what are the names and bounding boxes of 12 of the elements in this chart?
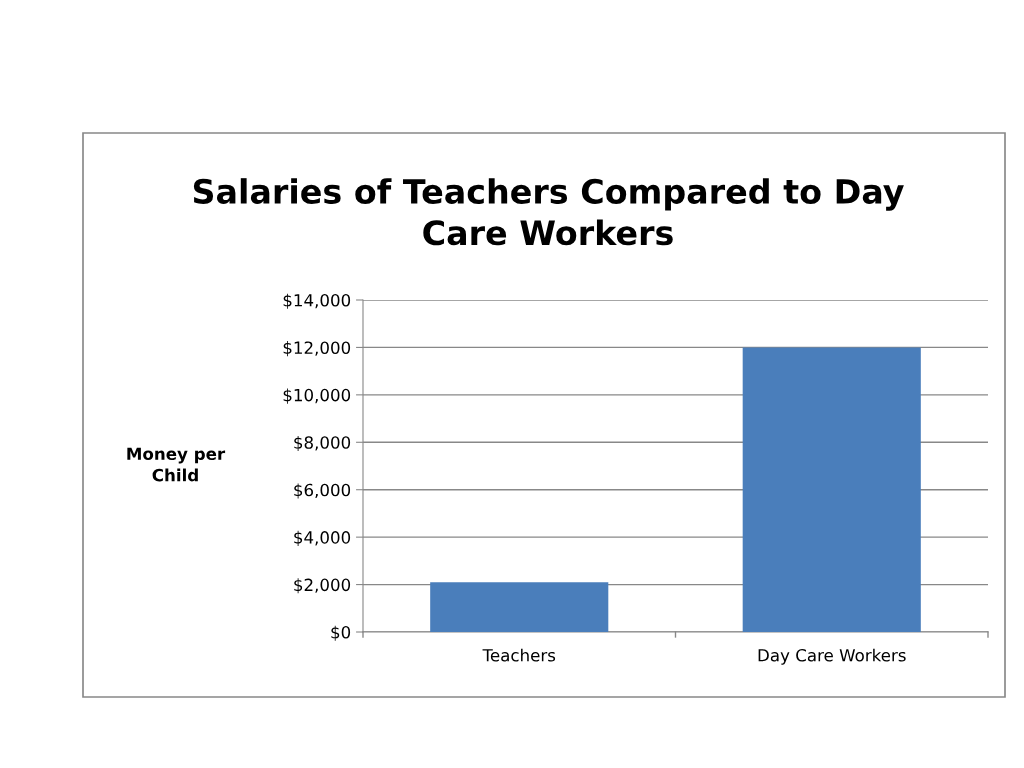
y-tick-label: $8,000 — [294, 435, 351, 452]
y-tick-label: $10,000 — [283, 388, 351, 404]
y-axis-title: Money per Child — [127, 447, 226, 482]
x-tick-label: Teachers — [482, 648, 556, 662]
y-tick-label: $14,000 — [283, 293, 351, 309]
y-tick-label: $12,000 — [283, 341, 351, 357]
x-tick-label: Day Care Workers — [758, 648, 906, 665]
y-tick-label: $6,000 — [294, 483, 351, 499]
y-tick-label: $2,000 — [294, 578, 351, 594]
chart-title: Salaries of Teachers Compared to Day Care Workers — [193, 178, 904, 246]
y-tick-label: $4,000 — [294, 530, 351, 546]
y-tick-label: $0 — [331, 625, 351, 641]
